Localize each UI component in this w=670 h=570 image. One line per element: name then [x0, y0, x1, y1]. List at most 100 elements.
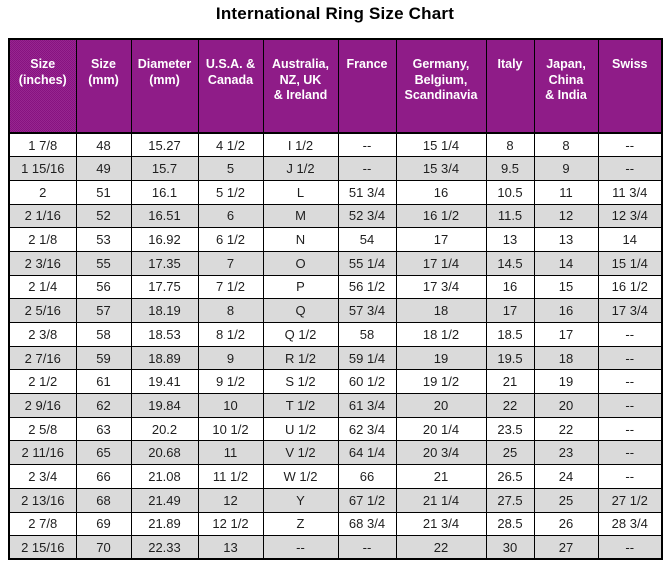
table-cell: 65: [75, 440, 132, 466]
table-cell: 15 3/4: [395, 156, 487, 181]
table-cell: 18: [395, 298, 487, 323]
table-cell: 48: [75, 132, 132, 158]
table-cell: 57 3/4: [337, 298, 397, 323]
table-row: 1 15/16 49 15.7 5 J 1/2 -- 15 3/4 9.5 9 --: [8, 156, 663, 181]
table-cell: --: [597, 345, 663, 371]
table-cell: 19 1/2: [395, 369, 487, 395]
table-cell: S 1/2: [262, 369, 339, 395]
table-cell: 2 13/16: [8, 487, 77, 513]
table-cell: Y: [262, 487, 339, 513]
table-cell: 66: [75, 464, 132, 489]
table-cell: 55: [75, 250, 132, 276]
table-cell: 10.5: [485, 179, 535, 205]
table-cell: 14: [533, 250, 599, 276]
table-cell: 26: [533, 511, 599, 537]
table-row: 2 7/16 59 18.89 9 R 1/2 59 1/4 19 19.5 18 --: [8, 345, 663, 371]
table-row: 2 13/16 68 21.49 12 Y 67 1/2 21 1/4 27.5 25 27 1/…: [8, 487, 663, 513]
table-cell: 57: [75, 298, 132, 323]
table-header: Size (inches) Size (mm) Diameter (mm) U.S.A…: [8, 38, 663, 134]
table-cell: 20: [395, 393, 487, 418]
table-cell: 13: [485, 227, 535, 252]
table-cell: 15.7: [130, 156, 199, 181]
table-cell: 17.35: [130, 250, 199, 276]
table-cell: L: [262, 179, 339, 205]
table-cell: 20.68: [130, 440, 199, 466]
table-cell: --: [597, 322, 663, 347]
table-cell: 4 1/2: [197, 132, 264, 158]
table-cell: 13: [197, 535, 264, 560]
table-cell: T 1/2: [262, 393, 339, 418]
table-cell: 11.5: [485, 203, 535, 229]
table-cell: 17 3/4: [395, 274, 487, 300]
table-cell: 11 1/2: [197, 464, 264, 489]
table-cell: 8: [533, 132, 599, 158]
table-cell: 17: [533, 322, 599, 347]
table-cell: 19: [395, 345, 487, 371]
column-header: Japan, China & India: [533, 38, 599, 134]
table-cell: 2 3/8: [8, 322, 77, 347]
table-row: 2 51 16.1 5 1/2 L 51 3/4 16 10.5 11 11 3/4: [8, 179, 663, 205]
table-cell: 22: [395, 535, 487, 560]
header-row: Size (inches) Size (mm) Diameter (mm) U.S.A…: [8, 38, 663, 134]
table-cell: 16.92: [130, 227, 199, 252]
table-cell: 23: [533, 440, 599, 466]
table-cell: 56 1/2: [337, 274, 397, 300]
table-cell: 51 3/4: [337, 179, 397, 205]
table-cell: 30: [485, 535, 535, 560]
table-cell: 28 3/4: [597, 511, 663, 537]
table-cell: 16: [533, 298, 599, 323]
ring-size-table: Size (inches) Size (mm) Diameter (mm) U.S.A…: [8, 38, 663, 561]
table-cell: 7 1/2: [197, 274, 264, 300]
table-cell: 21.49: [130, 487, 199, 513]
table-cell: 18.89: [130, 345, 199, 371]
table-cell: 18.19: [130, 298, 199, 323]
table-cell: 17 1/4: [395, 250, 487, 276]
table-cell: 7: [197, 250, 264, 276]
table-cell: 19: [533, 369, 599, 395]
table-row: 2 5/8 63 20.2 10 1/2 U 1/2 62 3/4 20 1/4 23.5 22…: [8, 416, 663, 442]
table-cell: Q 1/2: [262, 322, 339, 347]
table-cell: 51: [75, 179, 132, 205]
table-cell: 20 1/4: [395, 416, 487, 442]
table-cell: 8: [197, 298, 264, 323]
table-cell: 2 5/16: [8, 298, 77, 323]
table-cell: 18: [533, 345, 599, 371]
table-cell: 21.08: [130, 464, 199, 489]
table-cell: 59 1/4: [337, 345, 397, 371]
table-cell: 15.27: [130, 132, 199, 158]
table-cell: --: [597, 464, 663, 489]
table-cell: --: [597, 132, 663, 158]
table-cell: 26.5: [485, 464, 535, 489]
table-cell: 16: [485, 274, 535, 300]
table-row: 2 1/2 61 19.41 9 1/2 S 1/2 60 1/2 19 1/2 21 19 --: [8, 369, 663, 395]
table-cell: 12 3/4: [597, 203, 663, 229]
column-header: Size (inches): [8, 38, 77, 134]
table-cell: 55 1/4: [337, 250, 397, 276]
table-cell: P: [262, 274, 339, 300]
table-cell: 2 9/16: [8, 393, 77, 418]
table-cell: 15: [533, 274, 599, 300]
table-cell: 17: [395, 227, 487, 252]
table-cell: 56: [75, 274, 132, 300]
column-header: Size (mm): [75, 38, 132, 134]
table-cell: 2 3/4: [8, 464, 77, 489]
table-cell: 25: [485, 440, 535, 466]
table-cell: 15 1/4: [395, 132, 487, 158]
column-header: Australia, NZ, UK & Ireland: [262, 38, 339, 134]
table-cell: 11: [533, 179, 599, 205]
column-header: Swiss: [597, 38, 663, 134]
table-cell: 66: [337, 464, 397, 489]
table-cell: 61: [75, 369, 132, 395]
table-body: 1 7/8 48 15.27 4 1/2 I 1/2 -- 15 1/4 8 8 -- 1 15/1…: [8, 132, 663, 560]
table-cell: 22.33: [130, 535, 199, 560]
table-cell: 64 1/4: [337, 440, 397, 466]
table-row: 2 9/16 62 19.84 10 T 1/2 61 3/4 20 22 20 --: [8, 393, 663, 418]
table-cell: 2 11/16: [8, 440, 77, 466]
table-cell: 22: [533, 416, 599, 442]
table-cell: 2 1/2: [8, 369, 77, 395]
table-cell: 8 1/2: [197, 322, 264, 347]
table-cell: 16 1/2: [597, 274, 663, 300]
column-header: France: [337, 38, 397, 134]
table-cell: 53: [75, 227, 132, 252]
table-row: 2 1/16 52 16.51 6 M 52 3/4 16 1/2 11.5 12 12 3/4: [8, 203, 663, 229]
